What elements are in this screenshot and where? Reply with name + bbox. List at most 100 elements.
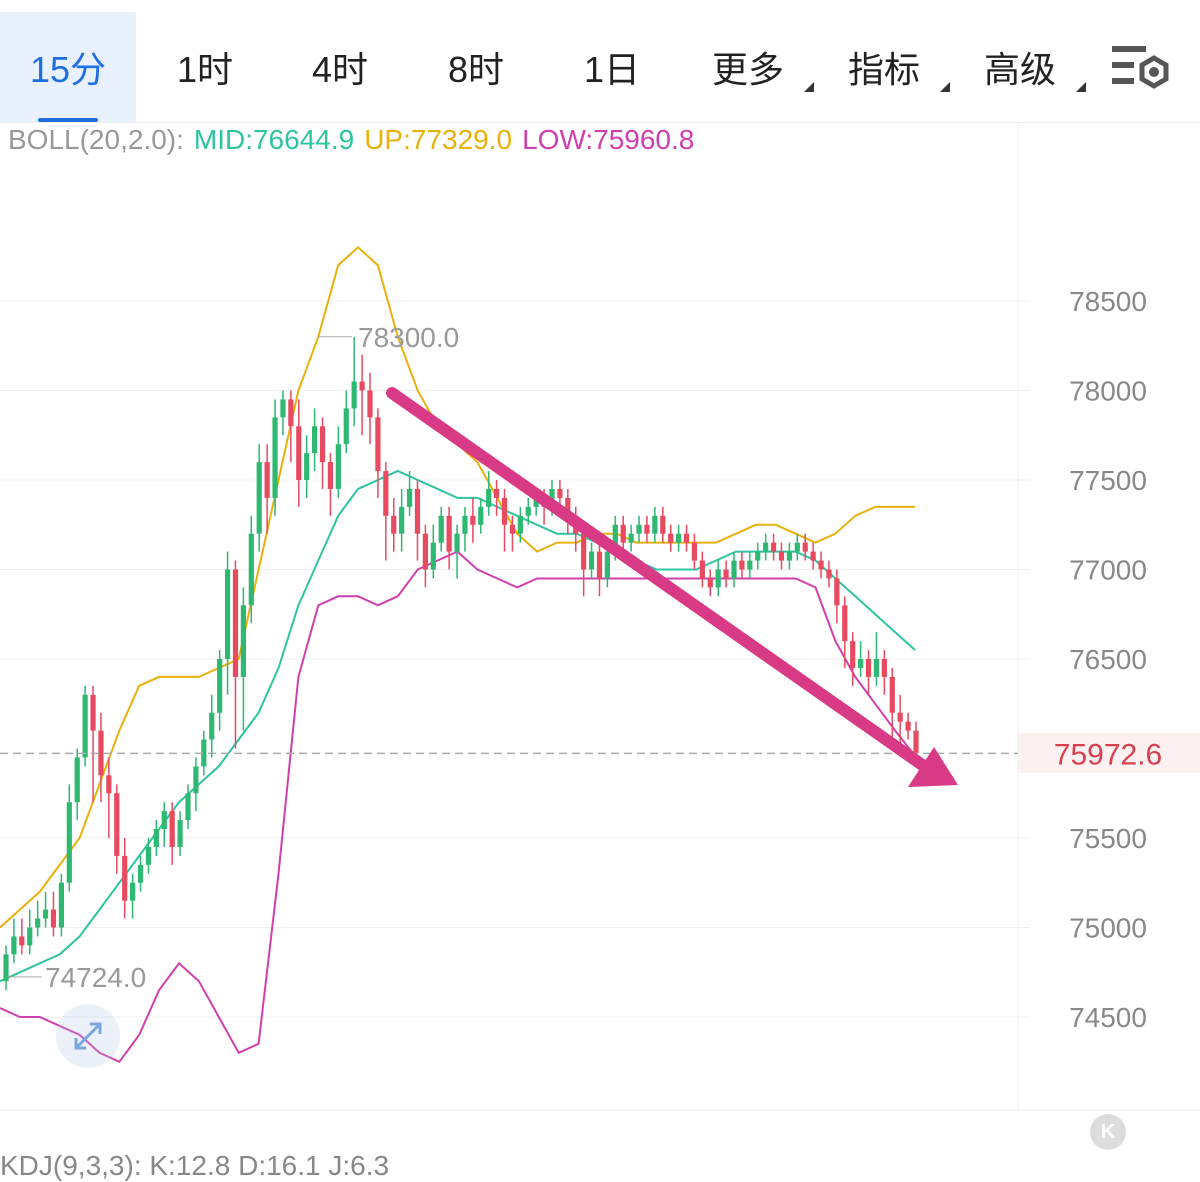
tab-6[interactable]: 指标: [816, 12, 952, 122]
candle-body: [98, 730, 104, 776]
tab-label: 指标: [847, 49, 920, 90]
expand-icon: [74, 1022, 102, 1050]
dropdown-triangle-icon: [804, 82, 814, 92]
dropdown-triangle-icon: [1076, 82, 1086, 92]
tab-7[interactable]: 高级: [952, 12, 1088, 122]
candle-body: [668, 533, 674, 543]
candle-body: [905, 721, 911, 731]
tab-3[interactable]: 8时: [408, 12, 544, 122]
candle-body: [652, 515, 658, 534]
candle-body: [296, 426, 302, 480]
y-tick-label: 75000: [1069, 913, 1147, 944]
tab-4[interactable]: 1日: [544, 12, 680, 122]
boll-indicator-legend: BOLL(20,2.0): MID:76644.9 UP:77329.0 LOW:75…: [8, 124, 704, 156]
candle-body: [58, 882, 64, 928]
candle-body: [42, 909, 49, 919]
candle-body: [501, 497, 508, 525]
candle-body: [351, 381, 357, 409]
candle-body: [660, 515, 666, 534]
candle-body: [272, 417, 278, 498]
candle-body: [137, 864, 144, 883]
candle-body: [676, 533, 682, 543]
y-tick-label: 76500: [1069, 644, 1147, 675]
candle-body: [644, 524, 650, 534]
low-marker-label: 74724.0: [45, 962, 146, 993]
candle-body: [256, 462, 262, 534]
candle-body: [850, 641, 856, 668]
candle-body: [723, 569, 729, 579]
tab-label: 4时: [311, 49, 369, 90]
candle-body: [446, 515, 452, 552]
candle-body: [406, 488, 413, 507]
chart-settings-icon[interactable]: [1110, 40, 1174, 100]
tab-label: 1日: [583, 49, 641, 90]
tab-label: 高级: [983, 49, 1056, 90]
tab-1[interactable]: 1时: [137, 12, 273, 122]
candle-body: [185, 793, 191, 821]
candle-body: [454, 533, 460, 552]
boll-mid-value: MID:76644.9: [193, 124, 355, 155]
candle-body: [327, 462, 334, 489]
kline-toggle-button[interactable]: K: [1090, 1114, 1126, 1150]
candle-body: [826, 569, 832, 579]
candle-body: [50, 909, 57, 928]
candle-body: [304, 453, 310, 480]
candle-body: [778, 551, 785, 561]
candle-body: [359, 381, 365, 391]
candle-body: [462, 515, 468, 534]
candle-body: [557, 488, 563, 498]
candle-body: [715, 569, 721, 588]
tab-2[interactable]: 4时: [272, 12, 408, 122]
tab-5[interactable]: 更多: [680, 12, 816, 122]
candle-body: [897, 712, 903, 722]
candle-body: [343, 408, 349, 445]
candle-body: [430, 542, 436, 570]
candle-body: [581, 533, 587, 570]
candle-body: [486, 488, 492, 507]
candle-body: [494, 488, 500, 498]
tab-0[interactable]: 15分: [0, 12, 136, 122]
candle-body: [288, 399, 294, 427]
candle-body: [248, 533, 254, 606]
candle-body: [312, 426, 318, 454]
y-tick-label: 75500: [1069, 823, 1147, 854]
candle-body: [842, 605, 848, 642]
candle-body: [858, 659, 864, 668]
tab-label: 8时: [447, 49, 505, 90]
kline-toggle-icon: K: [1100, 1120, 1116, 1143]
candle-body: [66, 802, 72, 883]
candle-body: [818, 560, 824, 570]
candle-body: [114, 793, 120, 856]
candle-body: [873, 659, 880, 677]
tab-label: 1时: [176, 49, 234, 90]
candle-body: [232, 569, 239, 677]
candle-body: [201, 739, 207, 767]
dropdown-triangle-icon: [940, 82, 950, 92]
candle-body: [620, 524, 626, 543]
candle-body: [383, 471, 389, 516]
candle-body: [145, 846, 152, 865]
y-tick-label: 78500: [1069, 286, 1147, 317]
candle-body: [509, 524, 516, 534]
y-tick-label: 77500: [1069, 465, 1147, 496]
candle-body: [770, 542, 777, 552]
downtrend-arrow-head-fill: [908, 747, 958, 787]
candle-body: [399, 506, 405, 534]
candle-body: [224, 569, 231, 659]
candle-body: [264, 462, 270, 498]
candle-body: [169, 811, 175, 847]
y-tick-label: 74500: [1069, 1002, 1147, 1033]
candle-body: [747, 560, 753, 570]
candlestick-chart[interactable]: 78500 78000 77500 77000 76500 75500 75000 74500…: [0, 123, 1200, 1113]
candle-body: [794, 542, 800, 552]
candle-body: [691, 542, 698, 561]
candle-body: [280, 399, 286, 418]
candle-body: [217, 659, 223, 713]
candle-body: [763, 542, 769, 552]
candle-body: [193, 766, 199, 794]
candle-body: [533, 497, 539, 507]
expand-chart-button[interactable]: [56, 1004, 120, 1068]
boll-low-value: LOW:75960.8: [522, 124, 695, 155]
boll-mid-line: [0, 469, 916, 983]
candle-body: [240, 605, 246, 677]
